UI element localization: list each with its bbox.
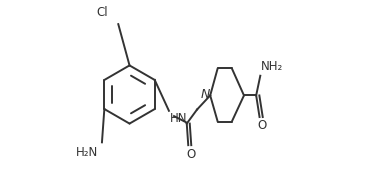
Text: O: O — [257, 119, 266, 132]
Text: N: N — [201, 88, 210, 101]
Text: NH₂: NH₂ — [261, 60, 284, 74]
Text: HN: HN — [170, 112, 187, 125]
Text: H₂N: H₂N — [75, 146, 98, 159]
Text: Cl: Cl — [96, 5, 108, 19]
Text: O: O — [186, 148, 195, 161]
